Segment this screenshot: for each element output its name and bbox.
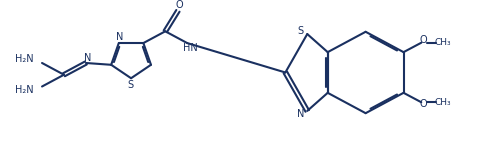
Text: S: S [297, 26, 304, 36]
Text: H₂N: H₂N [15, 54, 33, 64]
Text: H₂N: H₂N [15, 85, 33, 95]
Text: S: S [127, 80, 133, 90]
Text: N: N [116, 32, 123, 42]
Text: CH₃: CH₃ [434, 38, 451, 47]
Text: O: O [420, 36, 427, 45]
Text: HN: HN [183, 43, 198, 53]
Text: O: O [175, 0, 183, 10]
Text: CH₃: CH₃ [434, 98, 451, 107]
Text: N: N [297, 109, 304, 119]
Text: O: O [420, 100, 427, 110]
Text: N: N [84, 53, 92, 63]
